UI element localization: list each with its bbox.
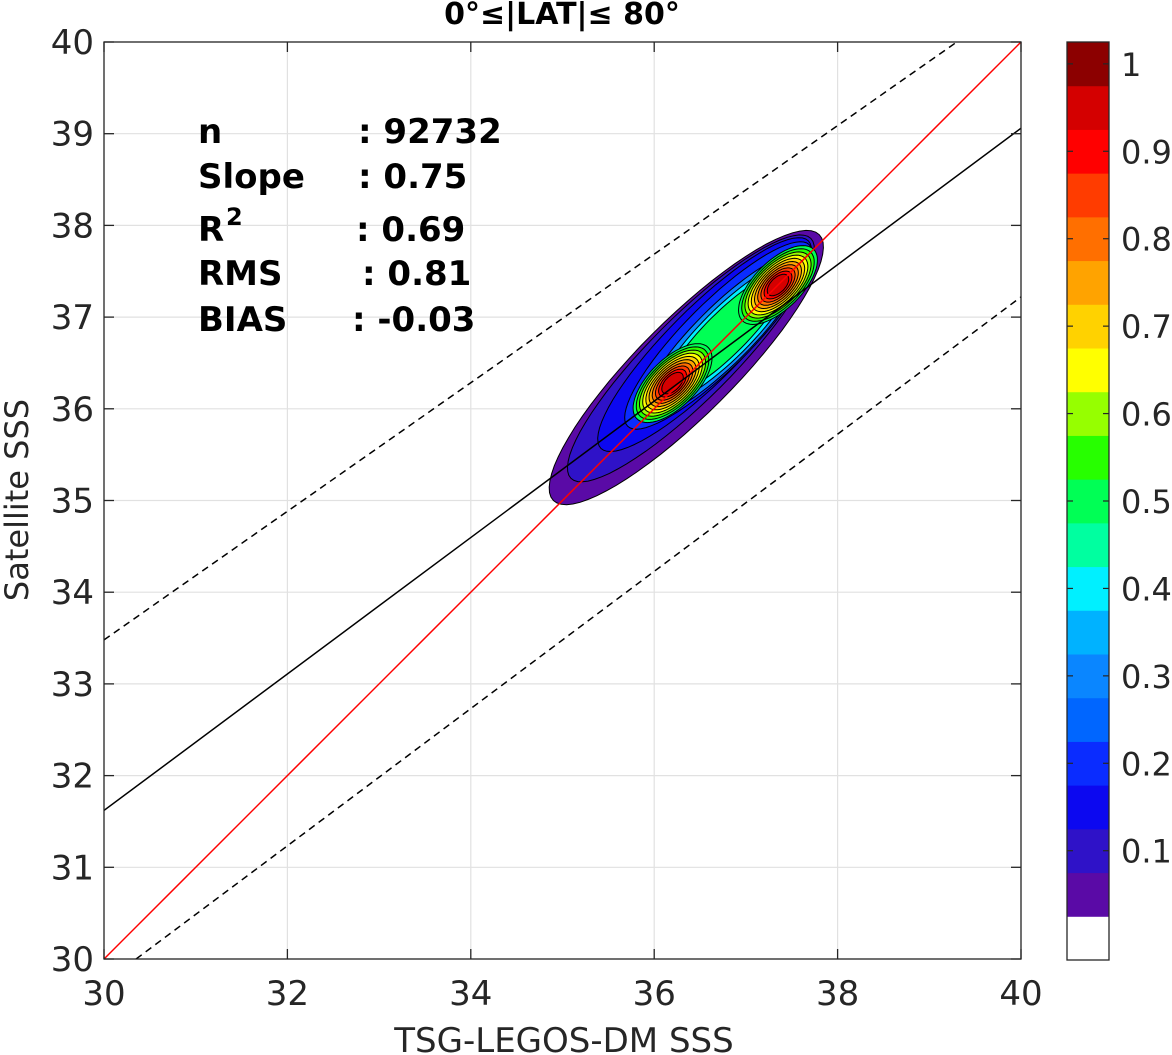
reference-line — [135, 296, 1021, 959]
x-tick-label: 40 — [999, 974, 1042, 1014]
colorbar-band — [1067, 741, 1109, 786]
colorbar: 1 0.9 0.8 0.7 0.6 0.5 0.4 0.3 0.2 0.1 — [1066, 41, 1172, 961]
colorbar-band — [1067, 479, 1109, 524]
y-tick-label: 30 — [51, 940, 94, 980]
colorbar-band — [1067, 435, 1109, 480]
density-peak-contour — [661, 371, 684, 395]
colorbar-tick-label: 0.9 — [1121, 133, 1172, 171]
reference-line — [104, 127, 1021, 812]
colorbar-tick-label: 0.5 — [1121, 483, 1172, 521]
colorbar-band — [1067, 85, 1109, 130]
stat-label: R — [198, 210, 224, 250]
colorbar-band — [1067, 872, 1109, 917]
colorbar-tick-label: 1 — [1121, 46, 1141, 84]
colorbar-band — [1067, 260, 1109, 305]
stat-value: : 0.69 — [356, 210, 465, 250]
x-tick-label: 36 — [633, 974, 676, 1014]
colorbar-tick-label: 0.2 — [1121, 745, 1172, 783]
colorbar-band — [1067, 42, 1109, 87]
colorbar-band — [1067, 129, 1109, 174]
stats-annotation: n : 92732 Slope : 0.75 R 2 : 0.69 RMS : 0.81 BIAS… — [198, 112, 502, 340]
reference-lines — [104, 42, 1021, 959]
stat-value: : 0.81 — [362, 254, 471, 294]
colorbar-band — [1067, 566, 1109, 611]
density-contours — [548, 229, 824, 506]
chart-title: 0°≤|LAT|≤ 80° — [444, 0, 680, 32]
colorbar-band — [1067, 654, 1109, 699]
colorbar-tick-label: 0.6 — [1121, 396, 1172, 434]
y-tick-label: 34 — [51, 573, 94, 613]
y-tick-label: 35 — [51, 482, 94, 522]
reference-line — [104, 42, 1021, 959]
stat-label: RMS — [198, 254, 283, 294]
y-tick-label: 32 — [51, 757, 94, 797]
x-tick-label: 38 — [816, 974, 859, 1014]
colorbar-tick-label: 0.8 — [1121, 221, 1172, 259]
y-tick-label: 36 — [51, 390, 94, 430]
colorbar-tick-label: 0.7 — [1121, 308, 1172, 346]
colorbar-band — [1067, 304, 1109, 349]
colorbar-tick-label: 0.1 — [1121, 833, 1172, 871]
stat-value: : -0.03 — [352, 300, 475, 340]
y-tick-label: 31 — [51, 848, 94, 888]
axis-ticks: 30 32 34 36 38 40 30 31 32 33 34 35 36 37 38 39 40 — [51, 23, 1043, 1014]
colorbar-band — [1067, 348, 1109, 393]
stat-label: Slope — [198, 157, 305, 197]
colorbar-band — [1067, 916, 1109, 961]
stat-value: : 92732 — [358, 112, 502, 152]
colorbar-band — [1067, 828, 1109, 874]
colorbar-band — [1067, 610, 1109, 655]
x-axis-label: TSG-LEGOS-DM SSS — [393, 1021, 733, 1055]
colorbar-tick-label: 0.3 — [1121, 658, 1172, 696]
x-tick-label: 32 — [266, 974, 309, 1014]
y-tick-label: 38 — [51, 206, 94, 246]
colorbar-band — [1067, 391, 1109, 436]
stat-label: n — [198, 112, 222, 152]
x-tick-label: 30 — [82, 974, 125, 1014]
y-tick-label: 33 — [51, 665, 94, 705]
colorbar-band — [1067, 522, 1109, 568]
x-tick-label: 34 — [449, 974, 492, 1014]
y-tick-label: 37 — [51, 298, 94, 338]
y-tick-label: 40 — [51, 23, 94, 63]
colorbar-tick-label: 0.4 — [1121, 570, 1172, 608]
y-axis-label: Satellite SSS — [0, 399, 36, 601]
stat-value: : 0.75 — [358, 157, 467, 197]
stat-label: BIAS — [198, 300, 287, 340]
colorbar-band — [1067, 697, 1109, 742]
colorbar-band — [1067, 216, 1109, 262]
colorbar-band — [1067, 173, 1109, 218]
stat-superscript: 2 — [226, 203, 243, 231]
colorbar-band — [1067, 785, 1109, 830]
y-tick-label: 39 — [51, 115, 94, 155]
reference-line — [104, 42, 958, 641]
